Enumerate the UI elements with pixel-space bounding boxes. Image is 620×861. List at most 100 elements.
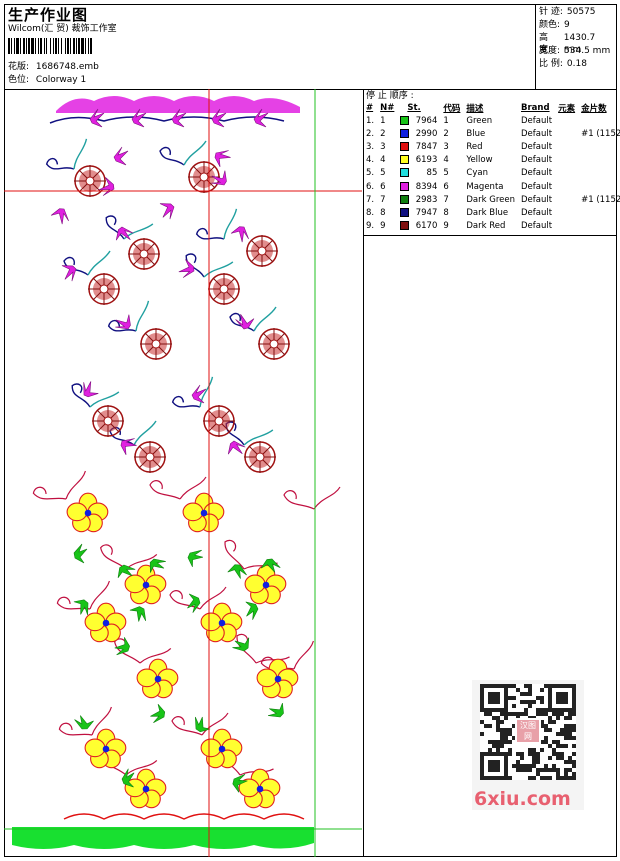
company-name: Wilcom(汇 贸) 裁饰工作室	[8, 24, 117, 34]
row-st-cell: 7847	[397, 140, 440, 153]
row-brand: Default	[521, 181, 553, 192]
scroll-curl-icon	[159, 140, 207, 166]
stat-value: 9	[564, 20, 570, 30]
stat-height: 高度: 1430.7 mm	[539, 32, 615, 55]
row-element	[555, 193, 578, 206]
sequence-row: 2. 2 2990 2 Blue Default #1 (1152)	[363, 127, 620, 140]
col-brand: Brand	[521, 103, 550, 113]
col-needle: N#	[380, 103, 395, 113]
sequence-heading: 停 止 顺序 :	[366, 91, 414, 101]
yellow-flower-icon	[66, 492, 109, 533]
color-swatch	[400, 221, 410, 231]
stat-label: 宽度:	[539, 46, 561, 56]
stat-value: 1430.7 mm	[563, 33, 596, 55]
row-desc: Dark Green	[466, 194, 516, 205]
row-st-cell: 85	[397, 167, 440, 180]
sequence-table: # N# St. 代码 描述 Brand 元素 金片数 1. 1 7964 1 Gree…	[363, 102, 620, 233]
red-flower-icon	[91, 404, 125, 438]
row-stitches-code: 7847	[415, 141, 438, 152]
row-st-cell: 2983	[397, 193, 440, 206]
scroll-curl-icon	[192, 208, 246, 248]
red-flower-icon	[257, 327, 291, 361]
row-needle: 8	[380, 207, 386, 218]
color-swatch	[400, 128, 410, 138]
row-sequin	[578, 220, 620, 233]
color-swatch	[400, 115, 410, 125]
sequence-header-row: # N# St. 代码 描述 Brand 元素 金片数	[363, 102, 620, 114]
row-st-cell: 7964	[397, 114, 440, 127]
yellow-flower-icon	[238, 768, 281, 809]
row-index: 6.	[366, 181, 375, 192]
stat-stitches: 针 迹: 50575	[539, 6, 615, 19]
yellow-flower-icon	[200, 602, 243, 643]
row-st-cell: 8394	[397, 180, 440, 193]
col-element: 元素	[558, 104, 576, 114]
bottom-border-band	[12, 813, 314, 849]
row-index: 1.	[366, 115, 375, 126]
color-swatch	[400, 155, 410, 165]
color-swatch	[400, 168, 410, 178]
magenta-leaf-icon	[49, 204, 73, 227]
row-desc: Cyan	[466, 168, 488, 179]
row-needle: 4	[380, 155, 386, 166]
sequence-row: 3. 3 7847 3 Red Default	[363, 140, 620, 153]
stat-scale: 比 例: 0.18	[539, 58, 615, 71]
row-stitches-code: 6170	[415, 221, 438, 232]
green-leaf-icon	[72, 714, 95, 732]
row-code: 6	[443, 181, 449, 192]
row-st-cell: 6193	[397, 154, 440, 167]
row-brand: Default	[521, 221, 553, 232]
stat-width: 宽度: 534.5 mm	[539, 45, 615, 58]
row-brand: Default	[521, 141, 553, 152]
sequence-row: 6. 6 8394 6 Magenta Default	[363, 180, 620, 193]
yellow-flower-icon	[136, 658, 179, 699]
col-desc: 描述	[466, 104, 484, 114]
scroll-curl-icon	[283, 486, 341, 510]
row-index: 8.	[366, 207, 375, 218]
row-element	[555, 154, 578, 167]
row-element	[555, 114, 578, 127]
row-stitches-code: 2983	[415, 194, 438, 205]
stat-colors: 颜色: 9	[539, 19, 615, 32]
red-flower-icon	[243, 440, 277, 474]
page-title: 生产作业图	[8, 6, 89, 24]
green-leaf-icon	[226, 562, 249, 581]
row-needle: 3	[380, 141, 386, 152]
row-code: 4	[443, 155, 449, 166]
row-index: 3.	[366, 141, 375, 152]
magenta-leaf-icon	[233, 313, 255, 331]
row-st-cell: 6170	[397, 220, 440, 233]
red-flower-icon	[73, 164, 107, 198]
stats-list: 针 迹: 50575 颜色: 9 高度: 1430.7 mm 宽度: 534.5…	[539, 6, 615, 71]
row-element	[555, 167, 578, 180]
barcode	[8, 38, 93, 54]
yellow-flower-icon	[182, 492, 225, 533]
row-sequin: #1 (1152)	[581, 128, 620, 139]
col-code: 代码	[443, 104, 461, 114]
magenta-leaf-icon	[225, 438, 247, 457]
green-leaf-icon	[183, 545, 207, 569]
row-needle: 2	[380, 128, 386, 139]
row-code: 3	[443, 141, 449, 152]
green-leaf-icon	[264, 700, 289, 723]
yellow-flower-icon	[124, 564, 167, 605]
row-desc: Red	[466, 141, 483, 152]
row-needle: 7	[380, 194, 386, 205]
row-stitches-code: 6193	[415, 155, 438, 166]
row-code: 5	[443, 168, 449, 179]
row-brand: Default	[521, 155, 553, 166]
red-flower-icon	[207, 272, 241, 306]
row-brand: Default	[521, 128, 553, 139]
row-needle: 9	[380, 221, 386, 232]
red-flower-icon	[127, 237, 161, 271]
row-index: 7.	[366, 194, 375, 205]
row-needle: 1	[380, 115, 386, 126]
row-code: 1	[443, 115, 449, 126]
row-sequin	[578, 180, 620, 193]
row-sequin: #1 (1152)	[581, 194, 620, 205]
color-swatch	[400, 141, 410, 151]
row-code: 9	[443, 221, 449, 232]
color-swatch	[400, 207, 410, 217]
row-element	[555, 220, 578, 233]
colorway-row: 色位: Colorway 1	[8, 74, 86, 86]
